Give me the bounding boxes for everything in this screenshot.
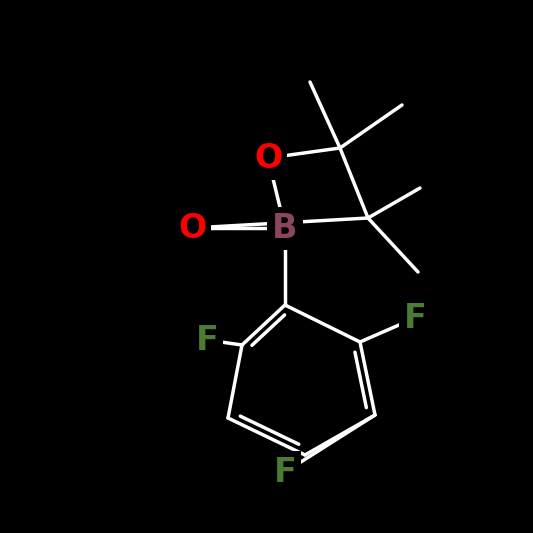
- Text: O: O: [254, 141, 282, 174]
- Text: F: F: [196, 324, 219, 357]
- Text: B: B: [272, 212, 298, 245]
- Text: F: F: [403, 302, 426, 335]
- Text: F: F: [273, 456, 296, 489]
- Text: O: O: [178, 212, 206, 245]
